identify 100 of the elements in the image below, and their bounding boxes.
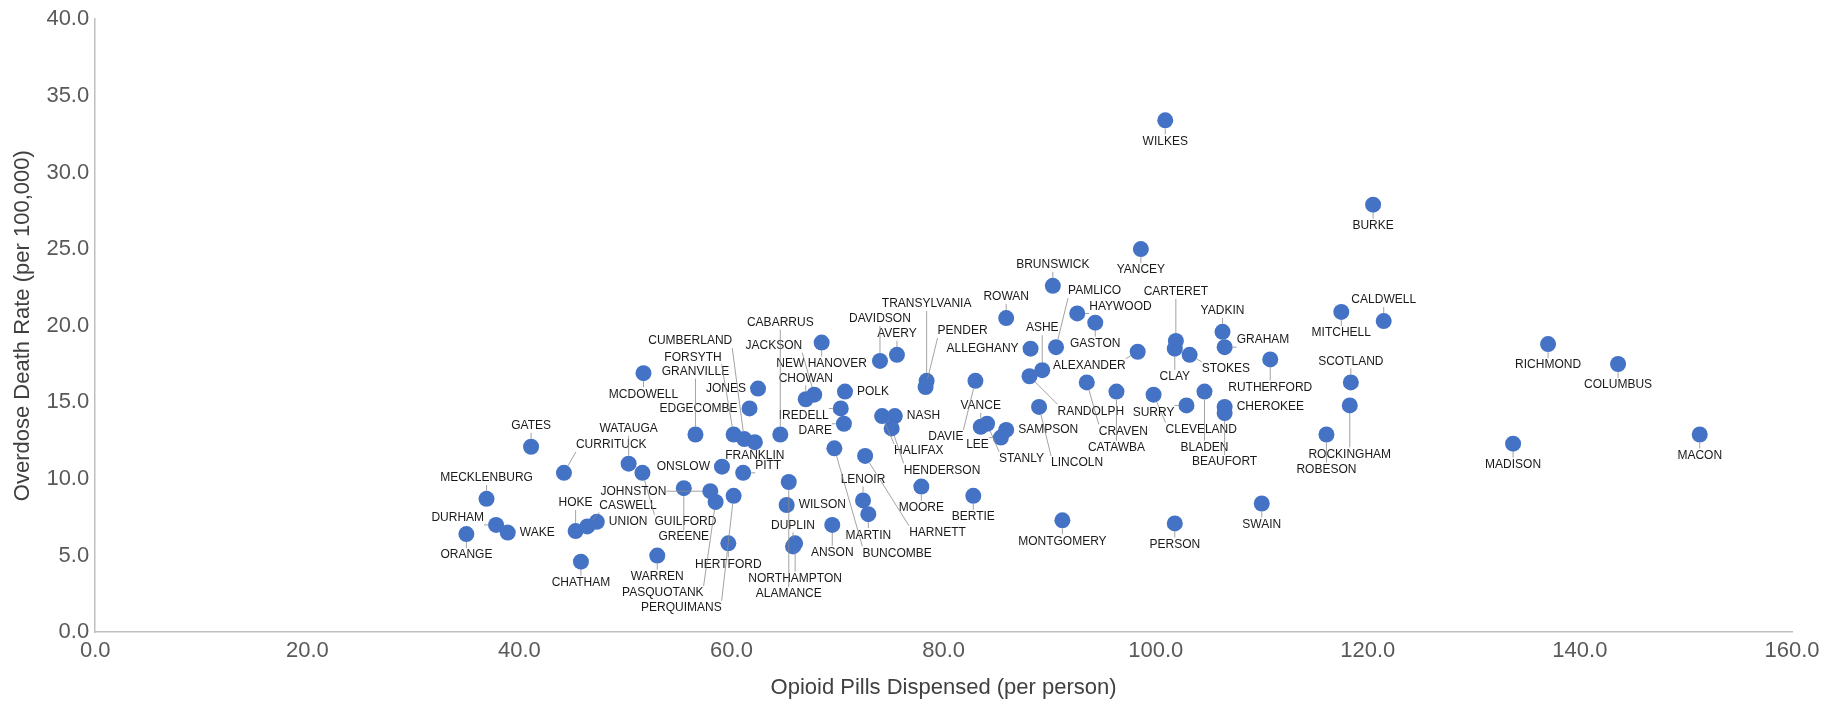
- annotation: BEAUFORT: [1192, 454, 1258, 469]
- annotation: ALAMANCE: [755, 586, 822, 601]
- annotation: WATAUGA: [599, 420, 658, 435]
- annotation: PENDER: [937, 323, 988, 338]
- annotation: MONTGOMERY: [1018, 533, 1107, 548]
- annotation: MACON: [1677, 447, 1723, 462]
- y-tick-label: 5.0: [58, 541, 90, 567]
- x-tick-label: 0.0: [79, 637, 111, 663]
- annotation: HALIFAX: [894, 443, 944, 458]
- annotation: SAMPSON: [1018, 422, 1079, 437]
- annotation: GATES: [511, 418, 551, 433]
- annotation: VANCE: [960, 398, 1001, 413]
- annotation: DUPLIN: [771, 517, 816, 532]
- annotation: ROWAN: [983, 289, 1029, 304]
- x-tick-label: 60.0: [710, 637, 753, 663]
- annotation: SURRY: [1132, 404, 1175, 419]
- y-tick-label: 10.0: [46, 465, 90, 491]
- annotation: WAKE: [519, 524, 555, 539]
- annotation: ALLEGHANY: [946, 341, 1019, 355]
- annotation: MOORE: [898, 499, 945, 514]
- y-tick-label: 35.0: [46, 81, 90, 107]
- annotation: PAMLICO: [1068, 283, 1122, 298]
- annotation: RANDOLPH: [1057, 403, 1125, 418]
- annotation: WILKES: [1142, 133, 1188, 148]
- annotation: HAYWOOD: [1089, 298, 1153, 313]
- annotation: RICHMOND: [1515, 357, 1582, 372]
- annotation: MADISON: [1485, 457, 1542, 472]
- annotation: CLAY: [1159, 369, 1191, 383]
- annotation: COLUMBUS: [1584, 377, 1653, 392]
- x-tick-label: 140.0: [1552, 637, 1608, 663]
- annotation: JONES: [706, 380, 747, 395]
- annotation: ROCKINGHAM: [1308, 446, 1392, 461]
- annotation: CHEROKEE: [1236, 399, 1304, 414]
- x-tick-label: 20.0: [285, 637, 329, 663]
- annotation: SWAIN: [1242, 516, 1282, 531]
- annotation: HENDERSON: [903, 462, 981, 477]
- y-tick-label: 30.0: [46, 158, 90, 184]
- annotation: BRUNSWICK: [1016, 257, 1090, 272]
- annotation: STOKES: [1201, 361, 1251, 376]
- annotation: ORANGE: [440, 547, 493, 562]
- annotation: ONSLOW: [656, 459, 711, 473]
- annotation: TRANSYLVANIA: [881, 296, 972, 311]
- y-tick-label: 15.0: [46, 388, 90, 414]
- annotation: CATAWBA: [1087, 439, 1146, 454]
- annotation: CABARRUS: [746, 314, 814, 329]
- annotation: LINCOLN: [1051, 455, 1104, 470]
- annotation: IREDELL: [778, 407, 830, 422]
- annotation: CUMBERLAND: [648, 333, 733, 348]
- annotation: CHATHAM: [551, 575, 611, 590]
- annotation: DAVIDSON: [849, 311, 911, 326]
- annotation: HOKE: [558, 495, 593, 510]
- annotation: MITCHELL: [1311, 325, 1372, 340]
- annotation: ASHE: [1025, 320, 1059, 335]
- annotation: DARE: [798, 423, 832, 438]
- y-axis-title: Overdose Death Rate (per 100,000): [9, 150, 35, 502]
- x-tick-label: 80.0: [922, 637, 966, 663]
- annotation: RUTHERFORD: [1228, 379, 1313, 394]
- annotation: CLEVELAND: [1165, 421, 1238, 436]
- annotation: DURHAM: [431, 510, 485, 525]
- annotation: CASWELL: [599, 497, 657, 512]
- annotation: PASQUOTANK: [622, 585, 704, 600]
- annotation: BURKE: [1352, 217, 1394, 232]
- annotation: BLADEN: [1180, 439, 1229, 454]
- x-axis-title: Opioid Pills Dispensed (per person): [770, 673, 1117, 699]
- y-tick-label: 40.0: [46, 5, 90, 31]
- annotation: CHOWAN: [778, 370, 833, 385]
- annotation: JOHNSTON: [600, 483, 667, 498]
- annotation: BUNCOMBE: [862, 545, 932, 560]
- annotation: POLK: [856, 383, 889, 398]
- annotation: LENOIR: [840, 471, 886, 486]
- x-tick-label: 160.0: [1764, 637, 1820, 663]
- annotation: MARTIN: [845, 527, 892, 542]
- annotation: WARREN: [630, 568, 684, 583]
- x-tick-label: 120.0: [1340, 637, 1396, 663]
- annotation: DAVIE: [928, 429, 964, 444]
- annotation: CALDWELL: [1351, 292, 1417, 307]
- annotation: WILSON: [798, 497, 846, 512]
- annotation: MCDOWELL: [608, 386, 679, 401]
- annotation: HERTFORD: [695, 556, 762, 571]
- annotation: CRAVEN: [1098, 423, 1148, 438]
- y-tick-label: 25.0: [46, 235, 90, 261]
- annotation: CARTERET: [1143, 284, 1209, 299]
- annotation: SCOTLAND: [1318, 353, 1384, 368]
- annotation: BERTIE: [951, 509, 995, 524]
- annotation: ROBESON: [1296, 461, 1357, 476]
- annotation: UNION: [608, 514, 648, 529]
- annotation: ALEXANDER: [1052, 358, 1127, 373]
- annotation: GASTON: [1070, 335, 1121, 350]
- annotation: LEE: [966, 436, 989, 451]
- annotation: HARNETT: [909, 525, 967, 540]
- annotation: GUILFORD: [654, 514, 717, 529]
- x-tick-label: 40.0: [498, 637, 541, 663]
- annotation: JACKSON: [745, 337, 803, 352]
- annotation: MECKLENBURG: [440, 470, 533, 485]
- annotation: NORTHAMPTON: [748, 570, 842, 585]
- annotation: GRAHAM: [1236, 332, 1290, 347]
- annotation: YANCEY: [1116, 262, 1166, 277]
- annotation: NEW HANOVER: [776, 355, 868, 370]
- annotation: STANLY: [999, 451, 1044, 466]
- annotation: PERSON: [1149, 536, 1201, 551]
